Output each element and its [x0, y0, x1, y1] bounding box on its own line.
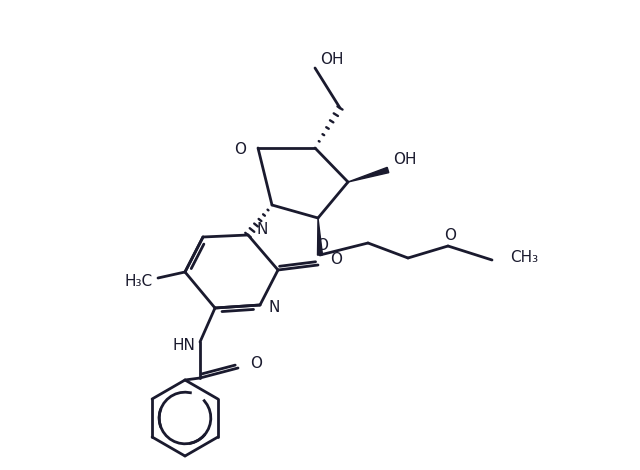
Text: O: O — [444, 228, 456, 243]
Text: N: N — [268, 300, 280, 315]
Text: CH₃: CH₃ — [510, 250, 538, 265]
Text: O: O — [234, 142, 246, 157]
Text: N: N — [256, 222, 268, 237]
Polygon shape — [317, 218, 323, 255]
Text: O: O — [330, 252, 342, 267]
Text: O: O — [250, 355, 262, 370]
Text: H₃C: H₃C — [125, 274, 153, 289]
Polygon shape — [348, 167, 388, 182]
Text: HN: HN — [172, 337, 195, 352]
Text: OH: OH — [393, 152, 417, 167]
Text: OH: OH — [320, 53, 344, 68]
Text: O: O — [316, 237, 328, 252]
